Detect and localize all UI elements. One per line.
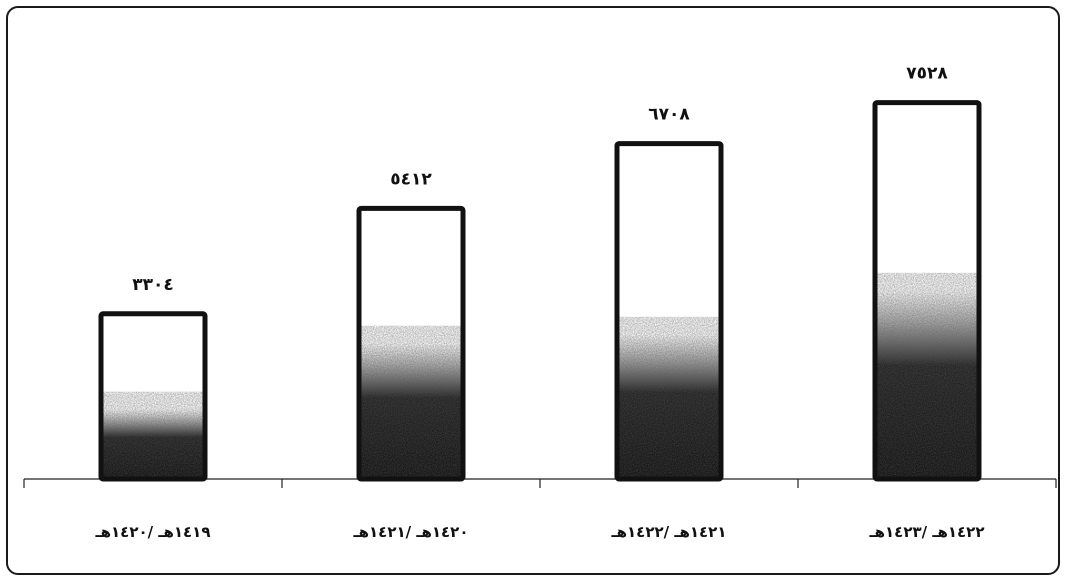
- bar-value-label: ٥٤١٢: [390, 169, 432, 189]
- x-tick-label: ١٤٢٠هـ /١٤٢١هـ: [352, 523, 468, 541]
- bar-texture-grain: [877, 272, 977, 479]
- bar: [98, 311, 208, 482]
- bar-outline: [98, 311, 208, 482]
- bar: [356, 205, 466, 482]
- x-tick-label: ١٤٢١هـ /١٤٢٢هـ: [610, 523, 726, 541]
- bar-outline: [356, 205, 466, 482]
- bar-outline: [614, 141, 724, 482]
- x-tick-label: ١٤٢٢هـ /١٤٢٣هـ: [868, 523, 984, 541]
- bar-texture-grain: [619, 316, 719, 479]
- bar: [614, 141, 724, 482]
- bar-texture-grain: [361, 325, 461, 479]
- bar-outline: [872, 100, 982, 482]
- bar-value-label: ٦٧٠٨: [648, 105, 690, 125]
- bar: [872, 100, 982, 482]
- bar-value-label: ٣٣٠٤: [132, 275, 174, 295]
- bar-value-label: ٧٥٢٨: [906, 64, 948, 84]
- x-tick-label: ١٤١٩هـ /١٤٢٠هـ: [94, 523, 210, 541]
- bar-texture-grain: [103, 391, 203, 479]
